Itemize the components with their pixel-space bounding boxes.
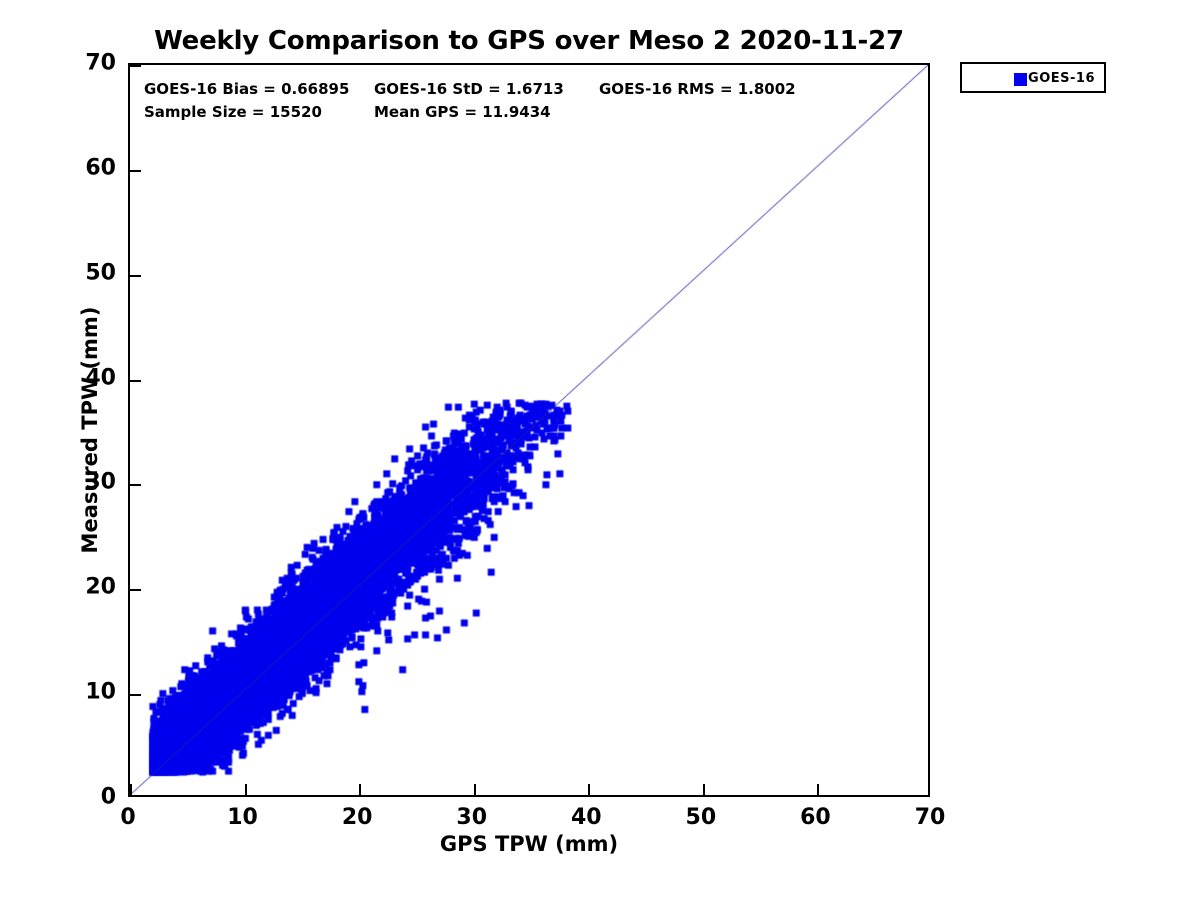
x-tick-label-10: 10 (227, 805, 258, 830)
x-tick-label-30: 30 (456, 805, 488, 830)
x-tick-40 (588, 784, 591, 795)
stat-bias: GOES-16 Bias = 0.66895 (144, 80, 350, 98)
x-axis-label: GPS TPW (mm) (439, 832, 619, 856)
y-tick-label-70: 70 (85, 50, 116, 76)
x-tick-60 (817, 784, 820, 795)
x-tick-label-40: 40 (570, 805, 602, 830)
y-tick-label-50: 50 (85, 260, 116, 286)
legend-swatch-goes16 (1014, 73, 1027, 86)
y-tick-label-0: 0 (100, 784, 116, 810)
stat-sample-size: Sample Size = 15520 (144, 103, 322, 121)
y-tick-70 (130, 65, 141, 67)
legend-label-goes16: GOES-16 (1028, 71, 1095, 86)
legend-box: GOES-16 (960, 62, 1106, 93)
y-tick-label-10: 10 (85, 679, 116, 705)
page-title: Weekly Comparison to GPS over Meso 2 202… (154, 26, 904, 56)
x-tick-label-60: 60 (800, 805, 831, 830)
y-tick-30 (130, 484, 141, 487)
y-tick-10 (130, 694, 141, 697)
y-tick-60 (130, 169, 141, 172)
x-tick-label-0: 0 (120, 805, 136, 830)
x-tick-0 (130, 784, 132, 795)
x-tick-50 (702, 784, 705, 795)
y-tick-label-40: 40 (85, 365, 116, 391)
x-tick-20 (359, 784, 362, 795)
y-tick-40 (130, 379, 141, 382)
x-tick-label-50: 50 (685, 805, 717, 830)
stat-std: GOES-16 StD = 1.6713 (374, 80, 564, 98)
stat-rms: GOES-16 RMS = 1.8002 (599, 80, 796, 98)
x-tick-30 (473, 784, 476, 795)
y-tick-label-60: 60 (85, 155, 116, 181)
y-tick-50 (130, 274, 141, 277)
y-tick-label-30: 30 (85, 469, 116, 495)
scatter-plot-canvas (130, 65, 928, 795)
x-tick-label-20: 20 (341, 805, 373, 830)
y-axis-label: Measured TPW (mm) (78, 306, 102, 554)
stat-mean-gps: Mean GPS = 11.9434 (374, 103, 551, 121)
y-tick-20 (130, 589, 141, 592)
x-tick-10 (244, 784, 247, 795)
plot-area (128, 63, 930, 797)
x-tick-label-70: 70 (914, 805, 946, 830)
y-tick-label-20: 20 (85, 574, 116, 600)
